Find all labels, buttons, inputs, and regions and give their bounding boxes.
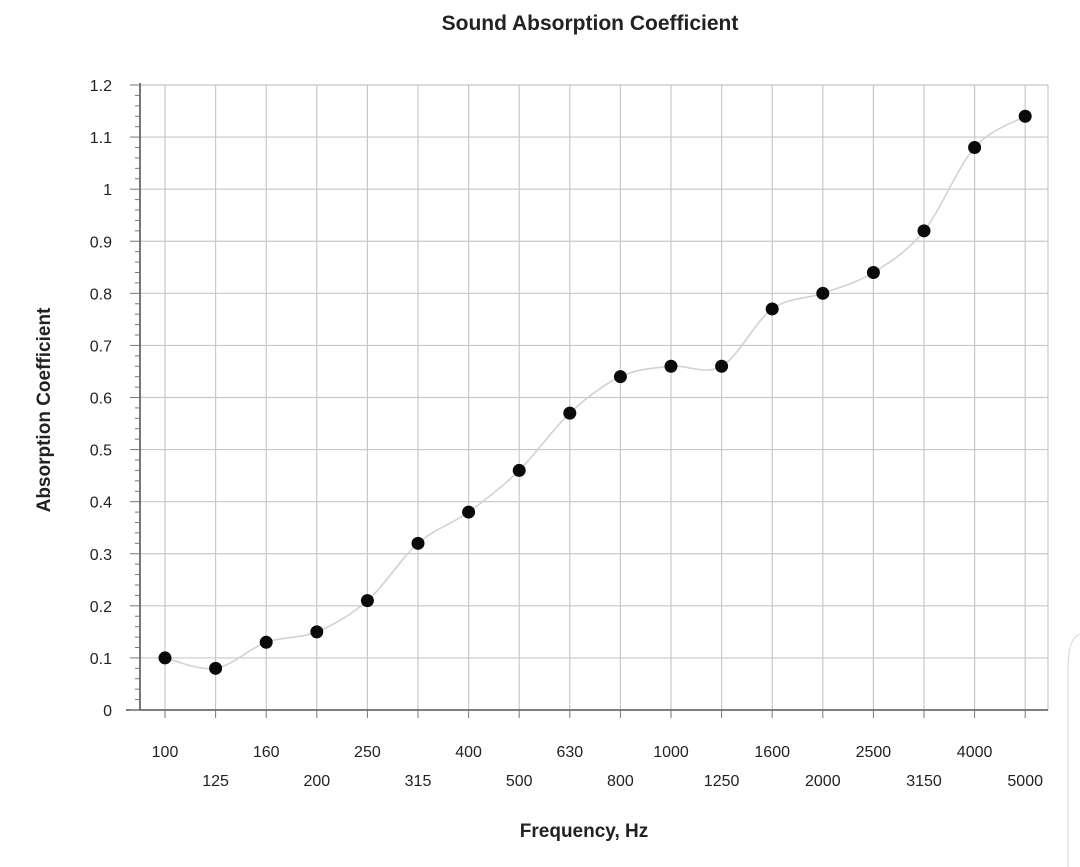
x-tick-label: 500 <box>506 773 533 790</box>
series <box>158 109 1032 675</box>
x-tick-label: 630 <box>556 744 583 761</box>
y-tick-label: 0.6 <box>90 391 112 408</box>
x-tick-label: 5000 <box>1007 773 1043 790</box>
x-tick-label: 100 <box>152 744 179 761</box>
y-tick-label: 0.5 <box>90 443 112 460</box>
x-tick-label: 800 <box>607 773 634 790</box>
x-tick-label: 3150 <box>906 773 942 790</box>
data-point <box>512 463 526 477</box>
data-point <box>462 505 476 519</box>
y-tick-label: 0.1 <box>90 651 112 668</box>
chart-title: Sound Absorption Coefficient <box>442 12 739 35</box>
y-tick-label: 0.2 <box>90 599 112 616</box>
y-tick-label: 0.7 <box>90 338 112 355</box>
x-tick-label: 250 <box>354 744 381 761</box>
x-tick-label: 1600 <box>754 744 790 761</box>
data-point <box>917 224 931 238</box>
x-tick-labels: 100 125 160 200 250 315 400 500 630 800 1000 1250 16… <box>152 744 1043 790</box>
y-tick-label: 0 <box>103 703 112 720</box>
y-tick-label: 0.4 <box>90 495 112 512</box>
data-point <box>259 635 273 649</box>
y-tick-label: 0.3 <box>90 547 112 564</box>
x-tick-label: 200 <box>303 773 330 790</box>
series-line <box>164 115 1026 670</box>
data-point <box>613 370 627 384</box>
x-tick-label: 400 <box>455 744 482 761</box>
y-tick-label: 1 <box>103 182 112 199</box>
data-point <box>968 141 982 154</box>
data-point <box>765 302 779 316</box>
x-axis-label: Frequency, Hz <box>520 821 648 842</box>
y-tick-label: 0.8 <box>90 286 112 303</box>
y-tick-label: 1.1 <box>90 130 112 147</box>
x-tick-label: 125 <box>202 773 229 790</box>
x-tick-label: 315 <box>405 773 432 790</box>
grid <box>140 84 1049 710</box>
axes <box>126 83 1048 718</box>
y-tick-labels: 0 0.1 0.2 0.3 0.4 0.5 0.6 0.7 0.8 0.9 1 1.1 1.2 <box>90 78 112 720</box>
x-tick-label: 2000 <box>805 773 841 790</box>
data-point <box>209 661 223 675</box>
data-point <box>411 536 425 550</box>
x-tick-label: 2500 <box>856 744 892 761</box>
x-tick-label: 1000 <box>653 744 689 761</box>
y-axis-label: Absorption Coefficient <box>34 307 55 512</box>
data-point <box>310 625 324 639</box>
x-tick-label: 4000 <box>957 744 993 761</box>
data-point <box>715 359 729 373</box>
data-point <box>866 266 880 279</box>
data-point <box>664 359 678 373</box>
data-point <box>158 651 172 665</box>
data-point <box>816 286 830 300</box>
data-point <box>563 406 577 420</box>
data-point <box>1018 109 1032 123</box>
x-tick-label: 160 <box>253 744 280 761</box>
corner-decoration <box>1067 633 1080 867</box>
y-tick-label: 1.2 <box>90 78 112 95</box>
data-point <box>360 594 374 608</box>
x-tick-label: 1250 <box>704 773 740 790</box>
y-tick-label: 0.9 <box>90 234 112 251</box>
